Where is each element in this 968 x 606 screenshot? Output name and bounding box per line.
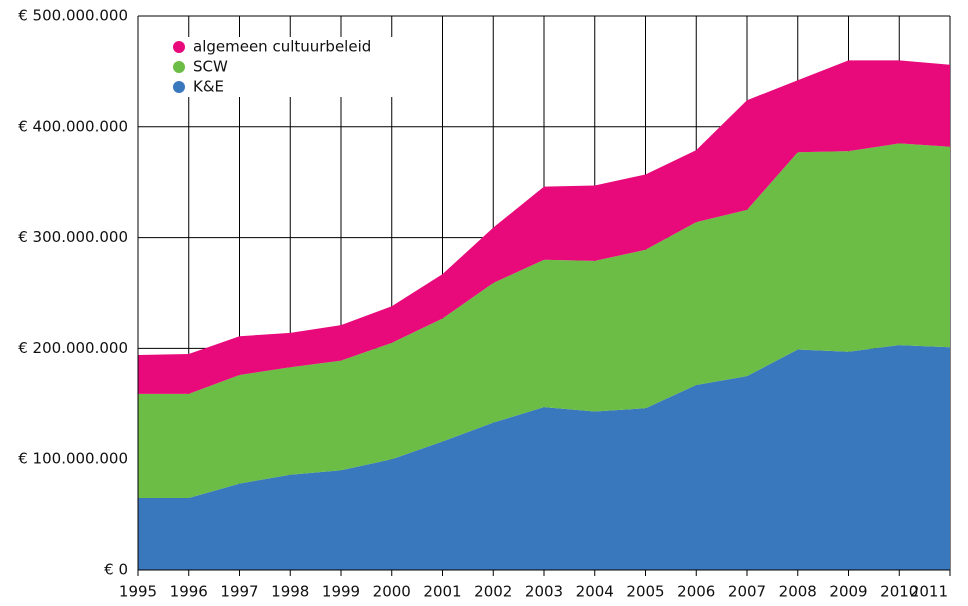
legend-label: algemeen cultuurbeleid xyxy=(193,38,371,56)
x-tick-label: 2008 xyxy=(779,583,817,601)
area xyxy=(138,345,950,570)
x-tick-label: 2003 xyxy=(525,583,563,601)
legend-label: K&E xyxy=(193,78,224,96)
y-tick-label: € 100.000.000 xyxy=(18,450,128,468)
y-tick-label: € 200.000.000 xyxy=(18,339,128,357)
x-tick-label: 2004 xyxy=(576,583,614,601)
y-tick-label: € 300.000.000 xyxy=(18,228,128,246)
x-tick-label: 2000 xyxy=(373,583,411,601)
x-tick-label: 2011 xyxy=(910,583,948,601)
legend-marker xyxy=(173,81,185,93)
y-tick-label: € 500.000.000 xyxy=(18,7,128,25)
x-tick-label: 1999 xyxy=(322,583,360,601)
y-tick-label: € 0 xyxy=(104,561,128,579)
legend-background xyxy=(165,57,420,77)
x-tick-label: 1996 xyxy=(170,583,208,601)
x-tick-label: 2001 xyxy=(423,583,461,601)
legend-marker xyxy=(173,61,185,73)
x-tick-label: 1995 xyxy=(119,583,157,601)
y-tick-label: € 400.000.000 xyxy=(18,117,128,135)
x-tick-label: 1998 xyxy=(271,583,309,601)
x-tick-label: 2010 xyxy=(880,583,918,601)
legend-background xyxy=(165,37,420,57)
area xyxy=(138,143,950,498)
legend-background xyxy=(165,77,420,97)
x-tick-label: 2005 xyxy=(626,583,664,601)
x-tick-label: 2002 xyxy=(474,583,512,601)
x-tick-label: 2009 xyxy=(829,583,867,601)
legend-label: SCW xyxy=(193,58,228,76)
legend-marker xyxy=(173,41,185,53)
x-tick-label: 2006 xyxy=(677,583,715,601)
area xyxy=(138,60,950,394)
x-tick-label: 2007 xyxy=(728,583,766,601)
x-tick-label: 1997 xyxy=(220,583,258,601)
